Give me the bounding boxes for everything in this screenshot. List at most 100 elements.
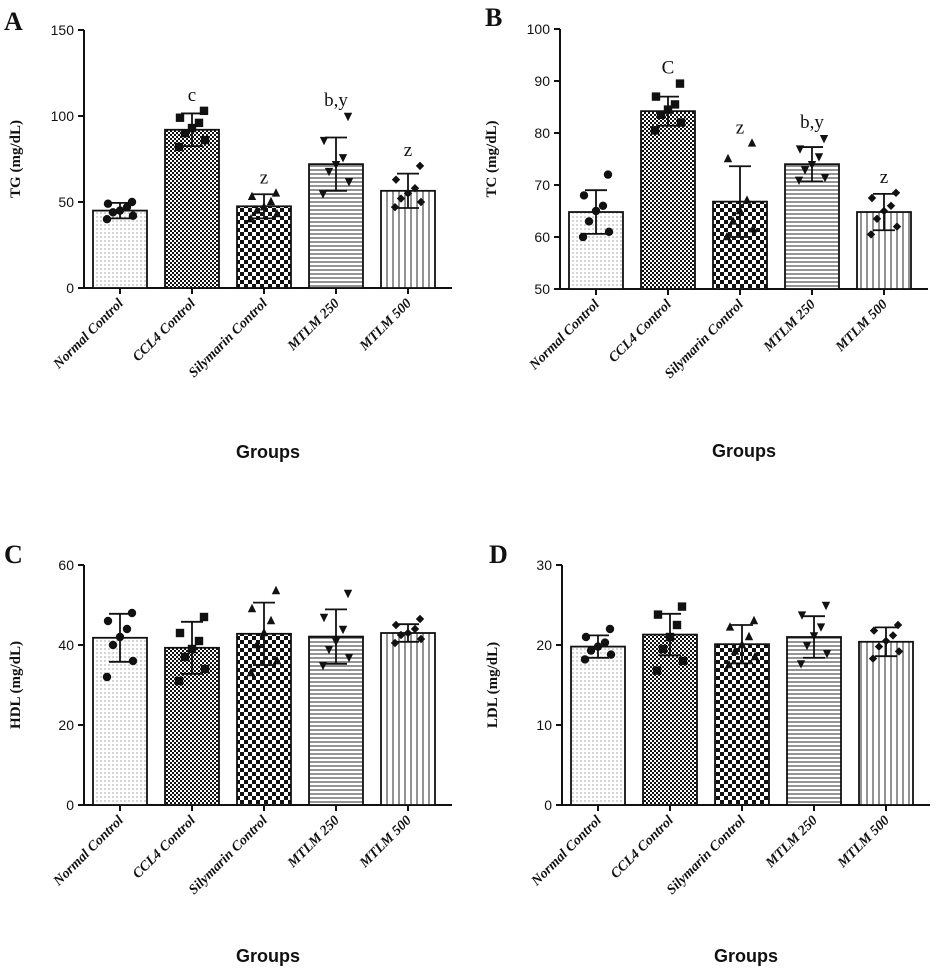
- data-point-normal-control: [122, 202, 132, 212]
- y-tick-label: 50: [58, 194, 74, 210]
- data-point-silymarin-control: [266, 196, 276, 206]
- significance-label-mtlm-250: b,y: [324, 90, 348, 111]
- data-point-normal-control: [127, 197, 137, 207]
- bar-normal-control: [92, 209, 148, 289]
- data-point-mtlm-500: [391, 620, 401, 630]
- bar-normal-control: [92, 636, 148, 806]
- data-point-ccl4-control: [180, 129, 190, 138]
- category-label-silymarin-control: Silymarin Control: [186, 813, 271, 898]
- data-point-mtlm-500: [410, 624, 420, 634]
- panel-letter: C: [4, 540, 23, 569]
- data-point-silymarin-control: [247, 603, 257, 613]
- data-point-mtlm-250: [343, 589, 353, 599]
- bar-ccl4-control: [164, 128, 220, 289]
- y-tick-label: 0: [66, 280, 74, 296]
- y-tick-label: 0: [544, 797, 552, 813]
- data-point-mtlm-250: [802, 641, 812, 651]
- data-point-ccl4-control: [676, 118, 686, 127]
- y-axis-label: LDL (mg/dL): [485, 642, 501, 728]
- x-axis-label: Groups: [712, 441, 776, 461]
- data-point-silymarin-control: [748, 224, 758, 233]
- data-point-mtlm-250: [797, 611, 807, 620]
- data-point-mtlm-500: [415, 614, 425, 624]
- data-point-mtlm-250: [800, 166, 810, 175]
- data-point-normal-control: [102, 215, 112, 224]
- data-point-ccl4-control: [200, 135, 210, 145]
- data-point-silymarin-control: [271, 188, 281, 197]
- y-axis-label: HDL (mg/dL): [8, 641, 24, 729]
- data-point-ccl4-control: [194, 636, 204, 646]
- category-label-normal-control: Normal Control: [50, 813, 127, 890]
- data-point-normal-control: [605, 624, 615, 634]
- significance-label-mtlm-250: b,y: [800, 112, 824, 133]
- data-point-normal-control: [108, 208, 118, 217]
- data-point-mtlm-500: [874, 642, 884, 651]
- data-point-ccl4-control: [200, 664, 210, 674]
- data-point-silymarin-control: [744, 631, 754, 641]
- data-point-mtlm-500: [416, 197, 426, 207]
- bar-silymarin-control: [714, 643, 770, 806]
- panel-letter: A: [4, 7, 23, 36]
- data-point-normal-control: [102, 672, 112, 682]
- data-point-silymarin-control: [742, 195, 752, 204]
- bar-ccl4-control: [642, 633, 698, 806]
- y-axis-label: TG (mg/dL): [8, 120, 24, 198]
- data-point-normal-control: [586, 646, 596, 655]
- data-point-ccl4-control: [656, 110, 666, 119]
- chart-panel-d: D 0 10 20 30 LDL (mg/dL) Normal Control CCL4 Co…: [485, 540, 930, 966]
- data-point-mtlm-500: [396, 194, 406, 203]
- y-tick-label: 30: [536, 557, 552, 573]
- y-tick-label: 80: [534, 125, 550, 141]
- data-point-mtlm-250: [822, 649, 832, 659]
- x-axis-label: Groups: [236, 442, 300, 462]
- bar-mtlm-250: [786, 636, 842, 806]
- bar-mtlm-500: [380, 632, 436, 806]
- data-point-silymarin-control: [749, 615, 759, 625]
- y-tick-label: 100: [527, 21, 551, 37]
- category-label-normal-control: Normal Control: [50, 296, 127, 373]
- data-point-ccl4-control: [678, 656, 688, 666]
- data-point-mtlm-500: [872, 214, 882, 223]
- category-label-ccl4-control: CCL4 Control: [130, 296, 199, 365]
- data-point-ccl4-control: [658, 644, 668, 654]
- y-tick-label: 20: [536, 637, 552, 653]
- significance-label-mtlm-500: z: [880, 167, 888, 188]
- data-point-normal-control: [103, 616, 113, 626]
- data-point-normal-control: [578, 232, 588, 242]
- data-point-ccl4-control: [194, 118, 204, 128]
- data-point-mtlm-500: [886, 201, 896, 210]
- significance-label-silymarin-control: z: [260, 167, 268, 188]
- data-point-normal-control: [108, 640, 118, 650]
- data-point-normal-control: [128, 656, 138, 666]
- data-point-silymarin-control: [266, 615, 276, 625]
- x-axis-label: Groups: [714, 946, 778, 966]
- data-point-ccl4-control: [199, 612, 209, 622]
- data-point-ccl4-control: [653, 610, 663, 619]
- data-point-silymarin-control: [725, 622, 735, 631]
- data-point-ccl4-control: [199, 106, 209, 116]
- data-point-mtlm-250: [324, 167, 334, 177]
- data-point-normal-control: [581, 632, 591, 642]
- category-label-ccl4-control: CCL4 Control: [608, 813, 677, 882]
- y-tick-label: 40: [58, 637, 74, 653]
- data-point-mtlm-250: [319, 136, 329, 146]
- data-point-silymarin-control: [252, 205, 262, 214]
- data-point-silymarin-control: [722, 231, 732, 241]
- data-point-normal-control: [122, 624, 132, 634]
- data-point-mtlm-250: [318, 190, 328, 199]
- y-tick-label: 100: [51, 108, 75, 124]
- data-point-silymarin-control: [747, 138, 757, 147]
- data-point-mtlm-500: [888, 631, 898, 640]
- data-point-silymarin-control: [723, 153, 733, 163]
- data-point-normal-control: [606, 650, 616, 659]
- data-point-mtlm-250: [338, 154, 348, 163]
- bar-silymarin-control: [236, 205, 292, 289]
- data-point-ccl4-control: [675, 79, 685, 88]
- data-point-ccl4-control: [175, 628, 185, 638]
- chart-panel-c: C 0 20 40 60 HDL (mg/dL) Normal Control CCL4 Co…: [4, 540, 452, 966]
- category-label-normal-control: Normal Control: [528, 813, 605, 890]
- y-tick-label: 0: [66, 797, 74, 813]
- chart-panel-a: A 0 50 100 150 TG (mg/dL) Normal Control c CCL4 …: [4, 7, 452, 462]
